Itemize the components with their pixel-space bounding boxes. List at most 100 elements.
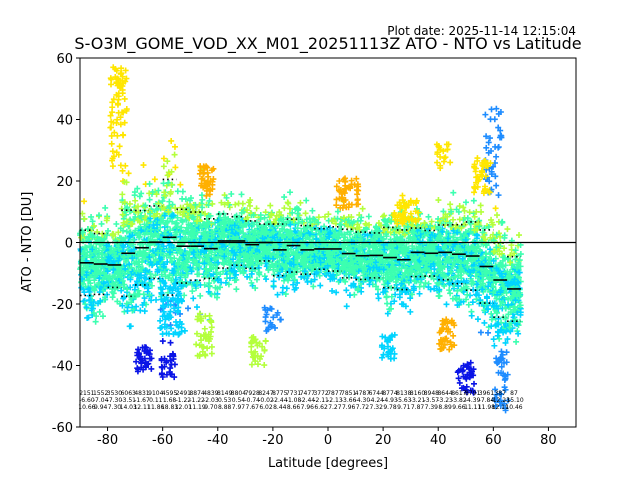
data-point — [209, 228, 216, 235]
data-point — [407, 308, 414, 315]
data-point — [294, 207, 301, 214]
data-point — [284, 256, 291, 263]
data-point — [217, 284, 224, 291]
data-point — [155, 249, 162, 256]
data-point — [252, 253, 259, 260]
data-point — [183, 224, 190, 231]
data-point — [341, 231, 348, 238]
data-point — [230, 234, 237, 241]
data-point — [327, 272, 334, 279]
data-point — [119, 277, 126, 284]
data-point — [124, 286, 131, 293]
data-point — [289, 231, 296, 238]
data-point — [248, 256, 255, 263]
data-point — [220, 224, 227, 231]
data-point — [114, 132, 121, 139]
data-point — [285, 277, 292, 284]
data-point — [162, 221, 169, 228]
data-point — [101, 269, 108, 276]
data-point — [187, 264, 194, 271]
data-point — [172, 164, 179, 171]
data-point — [96, 308, 103, 315]
data-point — [138, 190, 145, 197]
data-point — [263, 228, 270, 235]
data-point — [328, 242, 335, 249]
data-point — [124, 307, 131, 314]
data-point — [109, 232, 116, 239]
data-point — [181, 292, 188, 299]
data-point — [86, 297, 93, 304]
data-point — [174, 188, 181, 195]
data-point — [289, 209, 296, 216]
data-point — [294, 238, 301, 245]
data-point — [92, 262, 99, 269]
data-point — [232, 230, 239, 237]
data-point — [258, 225, 265, 232]
data-point — [355, 267, 362, 274]
data-point — [291, 276, 298, 283]
data-point — [123, 218, 130, 225]
data-point — [485, 329, 492, 336]
data-point — [192, 201, 199, 208]
data-point — [197, 249, 204, 256]
data-point — [267, 202, 274, 209]
data-point — [121, 199, 128, 206]
data-point — [256, 269, 263, 276]
data-point — [248, 279, 255, 286]
data-point — [344, 256, 351, 263]
data-point — [95, 300, 102, 307]
data-point — [357, 233, 364, 240]
data-point — [175, 266, 182, 273]
data-point — [288, 261, 295, 268]
data-point — [79, 267, 86, 274]
data-point — [92, 249, 99, 256]
data-point — [325, 211, 332, 218]
data-point — [169, 201, 176, 208]
data-point — [232, 252, 239, 259]
data-point — [80, 250, 87, 257]
data-point — [416, 283, 423, 290]
data-point — [292, 249, 299, 256]
data-point — [250, 221, 257, 228]
data-point — [202, 210, 209, 217]
data-point — [118, 287, 125, 294]
data-point — [96, 212, 103, 219]
data-point — [81, 246, 88, 253]
data-point — [343, 287, 350, 294]
data-point — [168, 181, 175, 188]
data-point — [343, 271, 350, 278]
data-point — [334, 208, 341, 215]
data-point — [146, 292, 153, 299]
data-point — [290, 271, 297, 278]
data-point — [98, 220, 105, 227]
data-point — [110, 290, 117, 297]
data-point — [319, 243, 326, 250]
data-point — [156, 275, 163, 282]
data-point — [435, 197, 442, 204]
data-point — [121, 95, 128, 102]
data-point — [301, 268, 308, 275]
data-point — [140, 248, 147, 255]
data-point — [132, 227, 139, 234]
data-point — [343, 303, 350, 310]
data-point — [214, 277, 221, 284]
data-point — [139, 302, 146, 309]
data-point — [93, 313, 100, 320]
data-point — [206, 197, 213, 204]
data-point — [281, 205, 288, 212]
data-point — [225, 281, 232, 288]
data-point — [132, 197, 139, 204]
data-point — [184, 280, 191, 287]
data-point — [153, 261, 160, 268]
data-point — [233, 276, 240, 283]
data-point — [111, 283, 118, 290]
data-point — [139, 251, 146, 258]
data-point — [208, 234, 215, 241]
data-point — [188, 268, 195, 275]
data-point — [136, 193, 143, 200]
data-point — [160, 155, 167, 162]
data-point — [250, 261, 257, 268]
data-point — [87, 243, 94, 250]
data-point — [274, 268, 281, 275]
data-point — [171, 143, 178, 150]
